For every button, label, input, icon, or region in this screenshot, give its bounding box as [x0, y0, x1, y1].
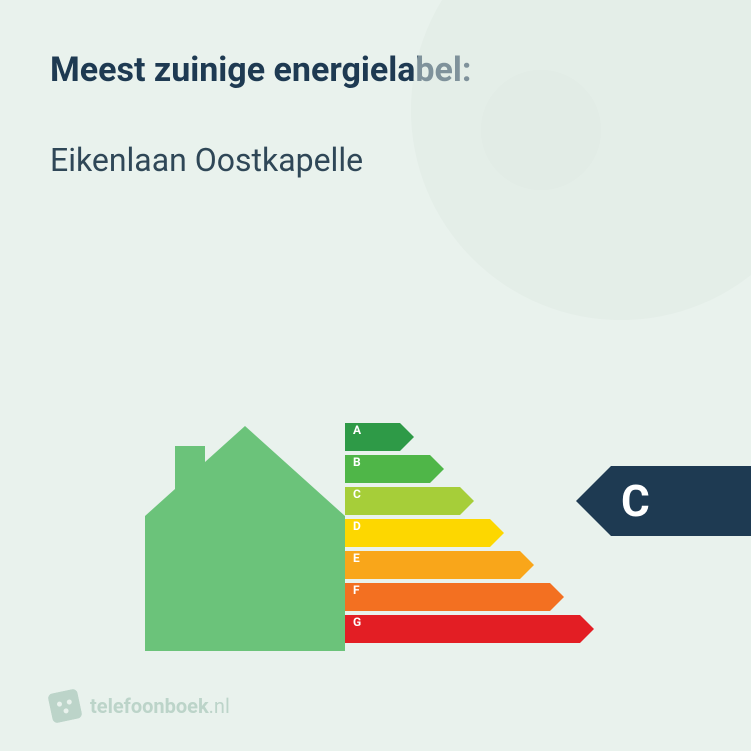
energy-bar-label: A — [353, 423, 373, 437]
energy-bar-e: E — [345, 551, 580, 579]
energy-bar-f: F — [345, 583, 580, 611]
energy-bar-label: C — [353, 487, 373, 501]
energy-chart: A B C D E F G C — [0, 371, 751, 651]
energy-bar-shape: G — [345, 615, 580, 643]
rating-value: C — [611, 466, 751, 536]
energy-bar-shape: C — [345, 487, 460, 515]
energy-bar-d: D — [345, 519, 580, 547]
footer-logo-icon — [47, 688, 83, 724]
energy-bar-c: C — [345, 487, 580, 515]
energy-bar-label: G — [353, 615, 373, 629]
footer: telefoonboek.nl — [50, 691, 230, 721]
footer-brand-bold: telefoonboek — [90, 694, 209, 718]
energy-bar-g: G — [345, 615, 580, 643]
energy-bar-b: B — [345, 455, 580, 483]
house-icon — [145, 426, 345, 651]
energy-label-card: Meest zuinige energielabel: Eikenlaan Oo… — [0, 0, 751, 751]
footer-brand: telefoonboek.nl — [90, 694, 230, 718]
energy-bar-shape: A — [345, 423, 400, 451]
rating-arrow: C — [576, 466, 751, 536]
energy-bar-shape: D — [345, 519, 490, 547]
energy-bar-label: F — [353, 583, 373, 597]
energy-bar-label: D — [353, 519, 373, 533]
energy-bar-shape: F — [345, 583, 550, 611]
footer-brand-light: .nl — [209, 694, 230, 718]
watermark-circle-2 — [481, 70, 601, 190]
energy-bar-a: A — [345, 423, 580, 451]
energy-bar-shape: E — [345, 551, 520, 579]
energy-bar-shape: B — [345, 455, 430, 483]
energy-bars: A B C D E F G — [345, 423, 580, 643]
energy-bar-label: E — [353, 551, 373, 565]
energy-bar-label: B — [353, 455, 373, 469]
